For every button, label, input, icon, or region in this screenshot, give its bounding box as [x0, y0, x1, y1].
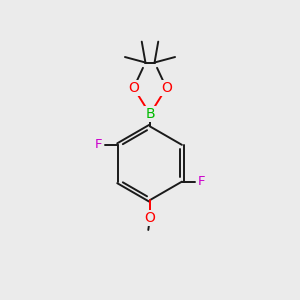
- Text: F: F: [197, 175, 205, 188]
- Text: O: O: [145, 211, 155, 225]
- Text: B: B: [145, 107, 155, 121]
- Text: O: O: [161, 81, 172, 95]
- Text: O: O: [128, 81, 139, 95]
- Text: F: F: [95, 138, 103, 151]
